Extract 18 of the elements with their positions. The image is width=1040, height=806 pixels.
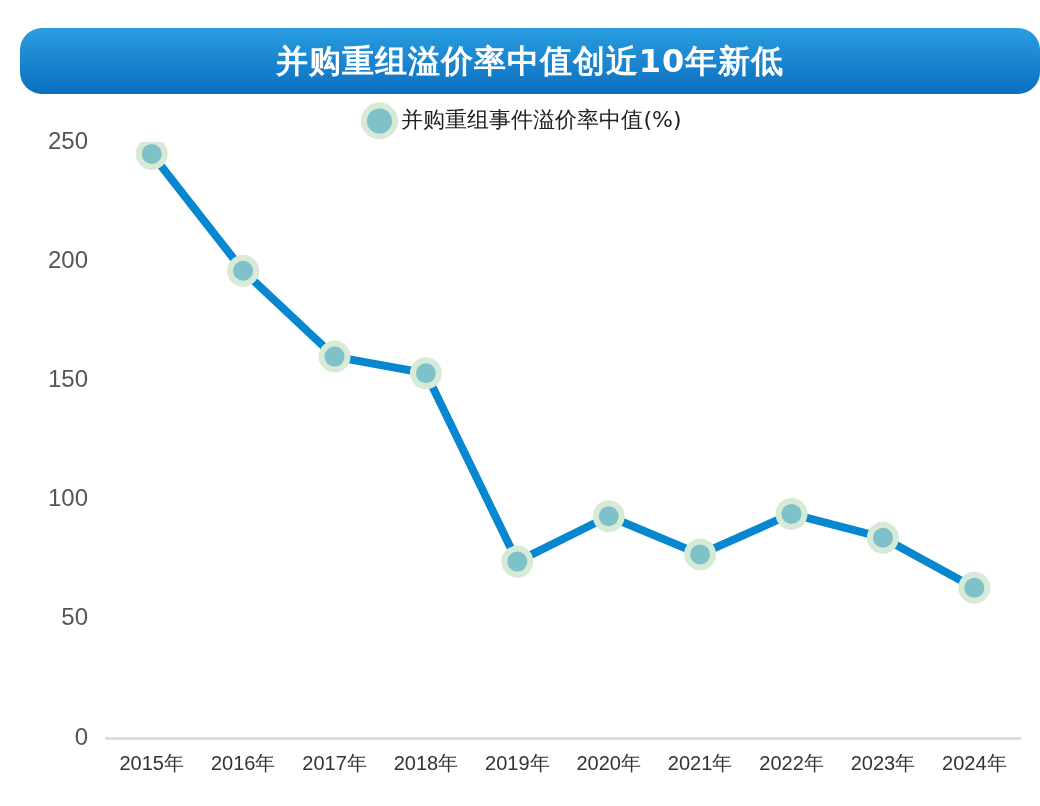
chart-title: 并购重组溢价率中值创近10年新低 — [20, 28, 1040, 94]
x-tick-label: 2023年 — [850, 751, 916, 774]
y-tick-label: 150 — [48, 365, 89, 393]
x-tick-label: 2018年 — [393, 751, 459, 774]
y-tick-label: 100 — [48, 484, 89, 512]
y-tick-label: 0 — [74, 722, 89, 750]
legend-label: 并购重组事件溢价率中值(%) — [401, 106, 682, 132]
x-tick-label: 2022年 — [759, 751, 824, 774]
y-tick-label: 250 — [48, 126, 89, 154]
x-tick-label: 2020年 — [576, 751, 641, 774]
x-tick-label: 2016年 — [210, 751, 276, 774]
x-tick-label: 2015年 — [119, 751, 184, 774]
y-tick-label: 200 — [48, 245, 89, 273]
y-tick-label: 50 — [61, 603, 89, 631]
x-tick-label: 2017年 — [302, 751, 367, 774]
x-tick-label: 2019年 — [485, 751, 550, 774]
x-tick-label: 2021年 — [667, 751, 733, 774]
x-tick-label: 2024年 — [942, 751, 1007, 774]
